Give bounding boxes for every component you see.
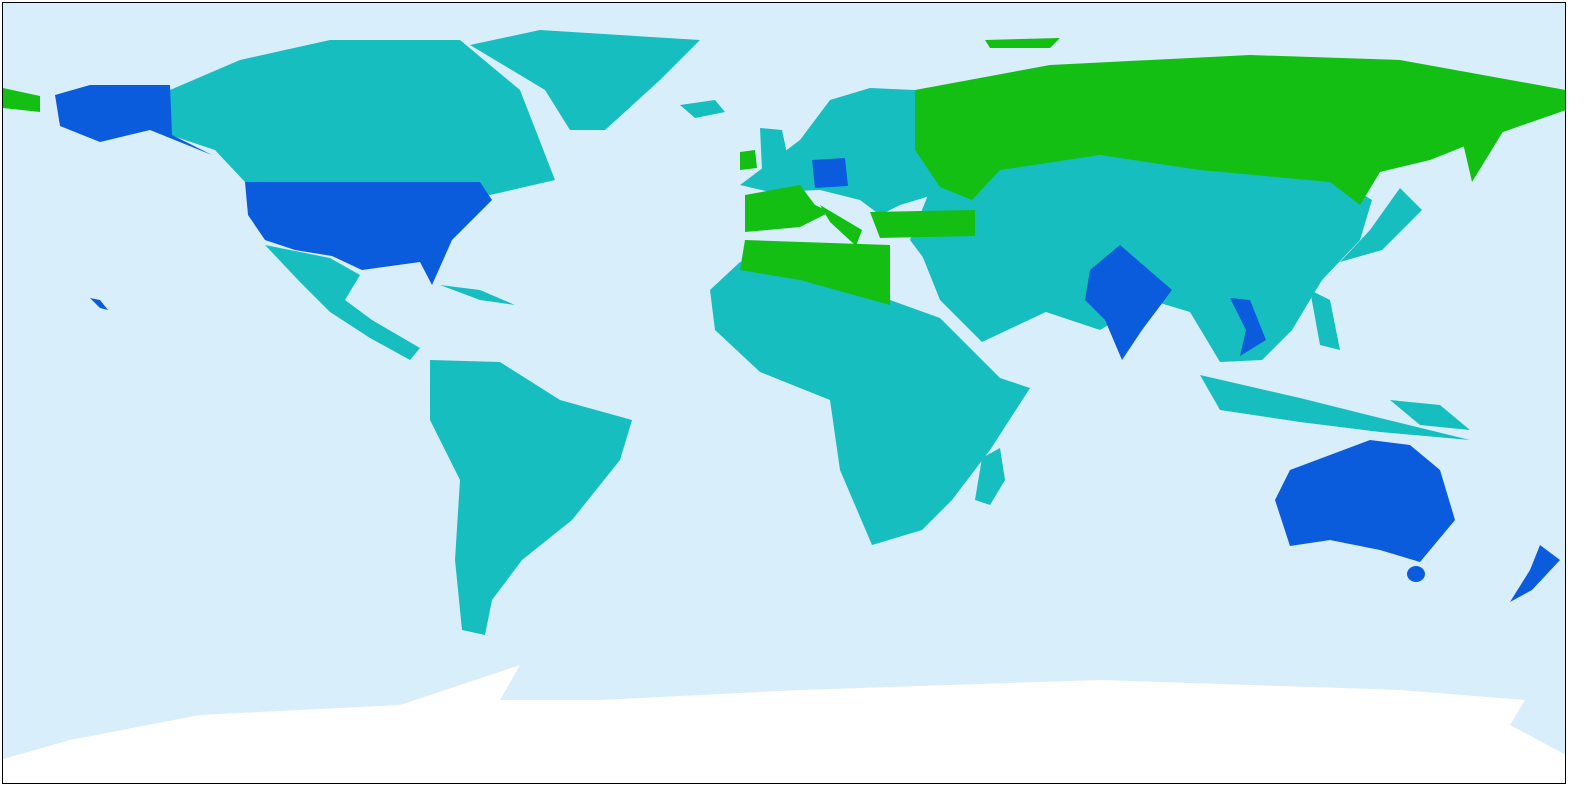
- russia-far-east[interactable]: [1460, 120, 1510, 182]
- ireland[interactable]: [740, 150, 757, 170]
- france-iberia[interactable]: [745, 185, 830, 232]
- mexico-central-america[interactable]: [265, 245, 420, 360]
- iceland[interactable]: [680, 100, 725, 118]
- united-kingdom[interactable]: [760, 128, 790, 170]
- tasmania[interactable]: [1407, 566, 1425, 582]
- italy[interactable]: [820, 205, 862, 246]
- blue-regions: [55, 85, 1560, 602]
- europe[interactable]: [740, 88, 950, 215]
- chukotka-west[interactable]: [3, 88, 40, 112]
- arabia[interactable]: [920, 250, 1050, 342]
- australia[interactable]: [1275, 440, 1455, 562]
- usa[interactable]: [245, 182, 492, 285]
- indonesia[interactable]: [1200, 375, 1470, 440]
- germany[interactable]: [812, 158, 848, 188]
- turkey-balkans[interactable]: [870, 210, 975, 238]
- caribbean[interactable]: [440, 285, 515, 305]
- russia[interactable]: [915, 55, 1566, 205]
- philippines[interactable]: [1310, 290, 1340, 350]
- arctic-islands[interactable]: [985, 38, 1060, 48]
- south-america[interactable]: [430, 360, 632, 635]
- world-map-canvas: [3, 3, 1566, 784]
- alaska[interactable]: [55, 85, 212, 155]
- green-regions: [3, 38, 1566, 305]
- world-map: [2, 2, 1566, 784]
- new-zealand[interactable]: [1510, 545, 1560, 602]
- africa[interactable]: [710, 262, 1030, 545]
- north-africa[interactable]: [740, 240, 890, 305]
- teal-regions: [170, 30, 1470, 635]
- antarctica[interactable]: [3, 665, 1566, 784]
- canada[interactable]: [170, 40, 555, 195]
- greenland[interactable]: [470, 30, 700, 130]
- vietnam[interactable]: [1230, 298, 1266, 356]
- asia[interactable]: [910, 155, 1372, 362]
- india[interactable]: [1085, 245, 1172, 360]
- hawaii[interactable]: [90, 298, 108, 310]
- madagascar[interactable]: [975, 448, 1005, 505]
- japan[interactable]: [1340, 188, 1422, 262]
- new-guinea[interactable]: [1390, 400, 1470, 430]
